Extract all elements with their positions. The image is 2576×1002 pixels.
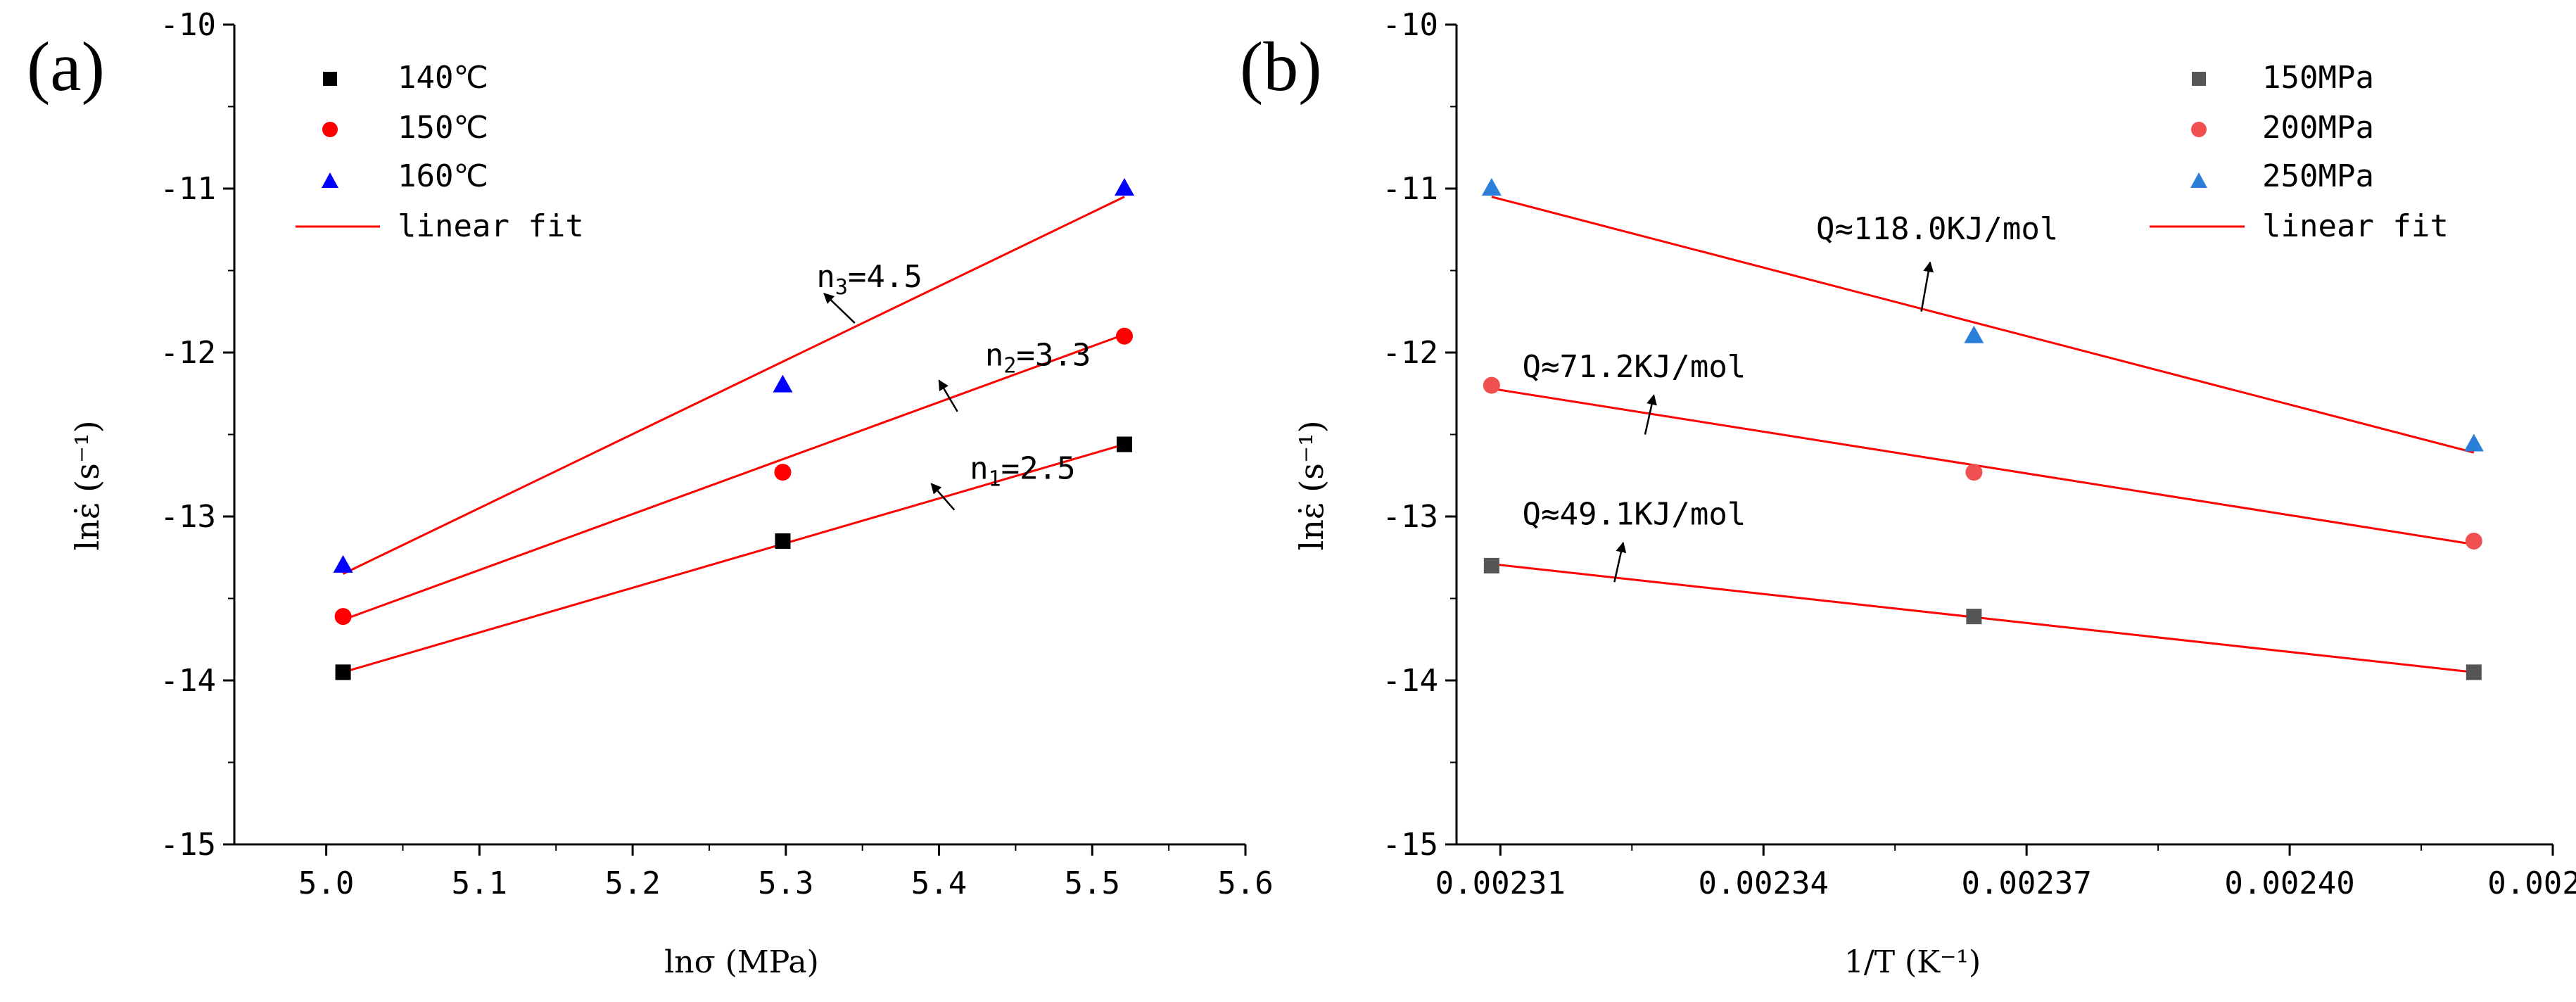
annotation-label: n1=2.5 (970, 450, 1076, 491)
x-tick-label: 0.00234 (1699, 865, 1829, 901)
y-tick-label: -13 (1383, 499, 1438, 535)
legend-label-140c: 140℃ (398, 60, 488, 96)
legend-label-linear-fit-b: linear fit (2262, 208, 2449, 244)
panel-b-x-axis-title: 1/T (K⁻¹) (1844, 944, 1981, 980)
panel-b-y-axis-title: lnε̇ (s⁻¹) (1293, 420, 1331, 550)
data-point-200mpa (1483, 376, 1500, 394)
data-point-160 (333, 554, 353, 573)
data-point-150mpa (1483, 557, 1499, 573)
y-tick-label: -13 (160, 499, 216, 535)
panel-b: (b) -10 -11 -12 -13 -14 -150.00231 0.00234 0.00… (1240, 7, 2576, 980)
x-tick-label: 5.5 (1065, 865, 1120, 901)
y-tick-label: -10 (160, 7, 216, 43)
x-tick-label: 0.00243 (2487, 865, 2576, 901)
data-point-140 (775, 533, 791, 549)
data-point-140 (1116, 436, 1132, 452)
y-tick-label: -10 (1383, 7, 1438, 43)
panel-a: (a) -10 -11 -12 -13 -14 -15 5.0 5.1 5.2 5.3 5.4 5.5… (27, 7, 1274, 980)
annotation-label: n3=4.5 (816, 259, 922, 300)
data-point-250mpa (1481, 178, 1502, 196)
data-point-250mpa (1964, 325, 1984, 343)
annotation-arrow (938, 379, 958, 412)
annotation-label: Q≈118.0KJ/mol (1816, 211, 2058, 247)
y-tick-label: -15 (1383, 827, 1438, 863)
panel-a-legend: 140℃ 150℃ 160℃ linear fit (296, 60, 584, 244)
data-point-150 (1115, 327, 1133, 345)
legend-marker-160c (322, 172, 338, 188)
x-tick-label: 5.1 (452, 865, 507, 901)
y-tick-label: -14 (1383, 663, 1438, 699)
panel-a-y-axis-title: lnε̇ (s⁻¹) (68, 420, 106, 550)
panel-b-legend: 150MPa 200MPa 250MPa linear fit (2150, 60, 2449, 244)
annotation-label: Q≈71.2KJ/mol (1522, 349, 1746, 385)
data-point-150mpa (2466, 664, 2482, 680)
x-tick-label: 0.00240 (2224, 865, 2354, 901)
x-tick-label: 5.0 (298, 865, 354, 901)
legend-label-200mpa: 200MPa (2262, 110, 2374, 146)
y-tick-label: -11 (1383, 171, 1438, 207)
legend-marker-200mpa (2191, 122, 2207, 137)
x-tick-label: 5.2 (604, 865, 660, 901)
fit-line-150 (343, 333, 1125, 621)
data-point-150 (774, 464, 792, 481)
annotation-arrow (930, 483, 956, 511)
legend-label-250mpa: 250MPa (2262, 158, 2374, 194)
y-tick-label: -11 (160, 171, 216, 207)
data-point-200mpa (1965, 464, 1983, 481)
data-point-150mpa (1966, 609, 1982, 625)
data-point-150 (334, 608, 352, 626)
data-point-160 (773, 374, 793, 393)
data-point-140 (335, 664, 351, 680)
legend-marker-250mpa (2190, 172, 2207, 188)
panel-a-x-axis-title: lnσ (MPa) (664, 944, 819, 980)
legend-marker-150mpa (2192, 72, 2206, 86)
annotation-arrow (1920, 261, 1934, 312)
legend-marker-150c (322, 122, 338, 137)
legend-label-160c: 160℃ (398, 158, 488, 194)
fit-line-200mpa (1491, 387, 2475, 546)
x-tick-label: 5.6 (1217, 865, 1273, 901)
panel-a-plot-area: -10 -11 -12 -13 -14 -15 5.0 5.1 5.2 5.3 5.4 5.5 5.6 n… (160, 7, 1274, 901)
y-tick-label: -12 (160, 335, 216, 371)
data-point-250mpa (2463, 433, 2484, 452)
fit-line-150mpa (1491, 563, 2474, 673)
y-tick-label: -15 (160, 827, 216, 863)
legend-label-150mpa: 150MPa (2262, 60, 2374, 96)
annotation-arrow (1613, 541, 1627, 583)
panel-b-label: (b) (1240, 27, 1322, 106)
panel-b-plot-area: -10 -11 -12 -13 -14 -150.00231 0.00234 0.00237 0… (1383, 7, 2576, 901)
annotation-arrow (823, 293, 856, 324)
x-tick-label: 0.00237 (1961, 865, 2091, 901)
annotation-arrow (1644, 394, 1657, 435)
fit-line-140 (343, 443, 1125, 673)
x-tick-label: 5.4 (911, 865, 967, 901)
panel-a-label: (a) (27, 27, 105, 106)
annotation-label: Q≈49.1KJ/mol (1522, 497, 1746, 533)
data-point-160 (1114, 178, 1134, 196)
fit-line-160 (342, 196, 1125, 575)
legend-label-linear-fit: linear fit (398, 208, 584, 244)
y-tick-label: -14 (160, 663, 216, 699)
legend-label-150c: 150℃ (398, 110, 488, 146)
annotation-label: n2=3.3 (985, 338, 1091, 379)
fit-line-250mpa (1491, 196, 2475, 454)
legend-marker-140c (323, 72, 337, 86)
data-point-200mpa (2465, 532, 2482, 550)
x-tick-label: 0.00231 (1435, 865, 1566, 901)
y-tick-label: -12 (1383, 335, 1438, 371)
x-tick-label: 5.3 (758, 865, 813, 901)
